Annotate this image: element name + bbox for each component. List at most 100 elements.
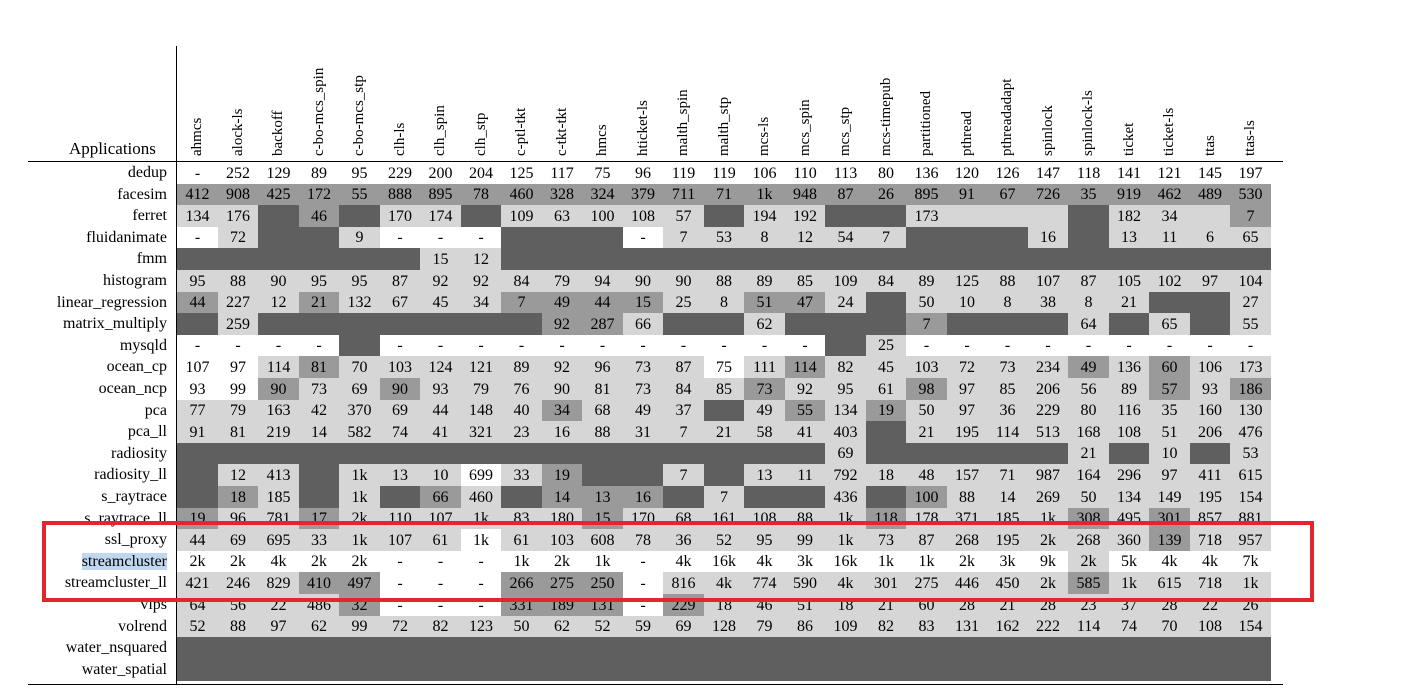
cell-value: - <box>761 337 768 355</box>
table-cell: 117 <box>541 162 583 185</box>
table-cell: 92 <box>541 313 583 336</box>
table-cell <box>582 442 624 465</box>
table-cell <box>1230 637 1272 660</box>
table-cell: 229 <box>379 162 421 185</box>
cell-value: 67 <box>999 186 1016 204</box>
table-cell: 51 <box>784 594 826 617</box>
cell-value: 44 <box>189 531 206 549</box>
table-cell: 12 <box>258 291 300 314</box>
table-cell: 97 <box>217 356 259 379</box>
table-cell: 69 <box>663 615 705 638</box>
cell-value: 948 <box>793 186 818 204</box>
cell-value: 92 <box>554 358 571 376</box>
table-cell: 84 <box>865 270 907 293</box>
table-cell: - <box>622 226 664 249</box>
cell-value: 7 <box>720 488 729 506</box>
table-cell: 56 <box>217 594 259 617</box>
table-cell: - <box>703 334 745 357</box>
table-cell: 78 <box>460 183 502 206</box>
cell-value: 90 <box>635 272 652 290</box>
table-cell: 25 <box>663 291 705 314</box>
table-cell: 185 <box>258 486 300 509</box>
table-cell: 124 <box>420 356 462 379</box>
table-cell: 141 <box>1108 162 1150 185</box>
table-cell <box>865 637 907 660</box>
cell-value: 370 <box>347 402 372 420</box>
table-cell <box>946 226 988 249</box>
table-cell: - <box>379 594 421 617</box>
cell-value: 19 <box>554 466 571 484</box>
cell-value: 25 <box>675 294 692 312</box>
table-cell: 301 <box>865 572 907 595</box>
cell-value: 49 <box>635 402 652 420</box>
table-cell <box>177 313 219 336</box>
cell-value: 102 <box>1157 272 1182 290</box>
table-cell: 14 <box>541 486 583 509</box>
cell-value: 114 <box>266 358 291 376</box>
table-cell: 114 <box>987 421 1029 444</box>
cell-value: 92 <box>432 272 449 290</box>
table-cell: 82 <box>420 615 462 638</box>
cell-value: 93 <box>189 380 206 398</box>
table-cell <box>501 486 543 509</box>
table-cell: - <box>622 550 664 573</box>
cell-value: 42 <box>311 402 328 420</box>
cell-value: 111 <box>753 358 776 376</box>
table-cell: 74 <box>379 421 421 444</box>
table-cell <box>339 442 381 465</box>
table-cell: 189 <box>541 594 583 617</box>
table-cell <box>541 658 583 681</box>
cell-value: 61 <box>878 380 895 398</box>
table-cell: 52 <box>177 615 219 638</box>
column-header-mcs_spin: mcs_spin <box>796 99 813 156</box>
table-cell: 90 <box>622 270 664 293</box>
cell-value: 268 <box>955 531 980 549</box>
cell-value: 13 <box>1121 229 1138 247</box>
cell-value: 116 <box>1117 402 1141 420</box>
cell-value: - <box>194 164 201 182</box>
table-cell: 9k <box>1027 550 1069 573</box>
cell-value: 87 <box>837 186 854 204</box>
table-cell: 6 <box>1189 226 1231 249</box>
cell-value: 68 <box>594 402 611 420</box>
cell-value: 37 <box>675 402 692 420</box>
table-cell: 726 <box>1027 183 1069 206</box>
cell-value: 200 <box>428 164 453 182</box>
column-header-ticket-ls: ticket-ls <box>1161 107 1177 156</box>
table-cell: - <box>420 334 462 357</box>
table-cell <box>582 248 624 271</box>
cell-value: 421 <box>185 574 210 592</box>
table-cell: - <box>177 162 219 185</box>
cell-value: 87 <box>675 358 692 376</box>
cell-value: 44 <box>432 402 449 420</box>
cell-value: 95 <box>837 380 854 398</box>
table-cell <box>1027 637 1069 660</box>
cell-value: 28 <box>1161 596 1178 614</box>
selected-text[interactable]: streamcluster <box>81 552 167 570</box>
table-cell: 69 <box>379 399 421 422</box>
cell-value: 52 <box>594 618 611 636</box>
table-cell: 58 <box>744 421 786 444</box>
table-cell <box>1189 248 1231 271</box>
table-cell: 114 <box>258 356 300 379</box>
table-cell: 1k <box>339 486 381 509</box>
cell-value: 987 <box>1036 466 1061 484</box>
table-cell <box>339 637 381 660</box>
table-cell: 227 <box>217 291 259 314</box>
cell-value: 450 <box>995 574 1020 592</box>
cell-value: 109 <box>833 618 858 636</box>
cell-value: 100 <box>914 488 939 506</box>
table-cell <box>217 442 259 465</box>
table-cell: 19 <box>541 464 583 487</box>
table-cell: 829 <box>258 572 300 595</box>
cell-value: 41 <box>432 423 449 441</box>
table-cell: 38 <box>1027 291 1069 314</box>
cell-value: 50 <box>1080 488 1097 506</box>
table-cell: 21 <box>906 421 948 444</box>
table-cell: 16 <box>541 421 583 444</box>
table-cell: 109 <box>825 615 867 638</box>
table-cell: 65 <box>1149 313 1191 336</box>
table-cell: 15 <box>582 507 624 530</box>
table-cell <box>784 313 826 336</box>
cell-value: 84 <box>513 272 530 290</box>
